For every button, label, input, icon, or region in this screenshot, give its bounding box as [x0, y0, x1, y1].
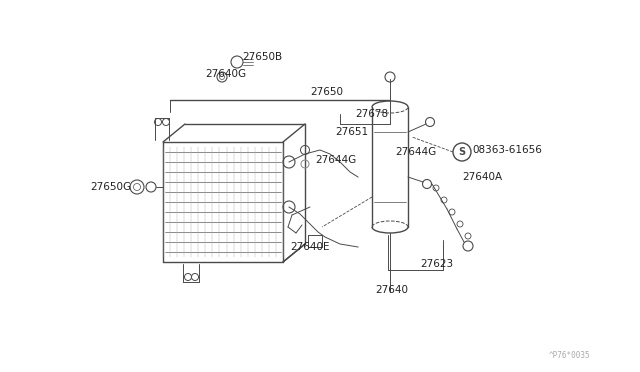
- Text: 27623: 27623: [420, 259, 453, 269]
- Text: S: S: [458, 147, 465, 157]
- Text: 27644G: 27644G: [315, 155, 356, 165]
- Text: 27678: 27678: [355, 109, 388, 119]
- Text: 27640: 27640: [375, 285, 408, 295]
- Text: 27650G: 27650G: [90, 182, 131, 192]
- Text: 27640E: 27640E: [290, 242, 330, 252]
- Text: 27640G: 27640G: [205, 69, 246, 79]
- Text: 27644G: 27644G: [395, 147, 436, 157]
- Text: 27640A: 27640A: [462, 172, 502, 182]
- Text: 08363-61656: 08363-61656: [472, 145, 542, 155]
- Text: 27650B: 27650B: [242, 52, 282, 62]
- Text: 27650: 27650: [310, 87, 343, 97]
- Text: ^P76*0035: ^P76*0035: [548, 351, 590, 360]
- Text: 27651: 27651: [335, 127, 368, 137]
